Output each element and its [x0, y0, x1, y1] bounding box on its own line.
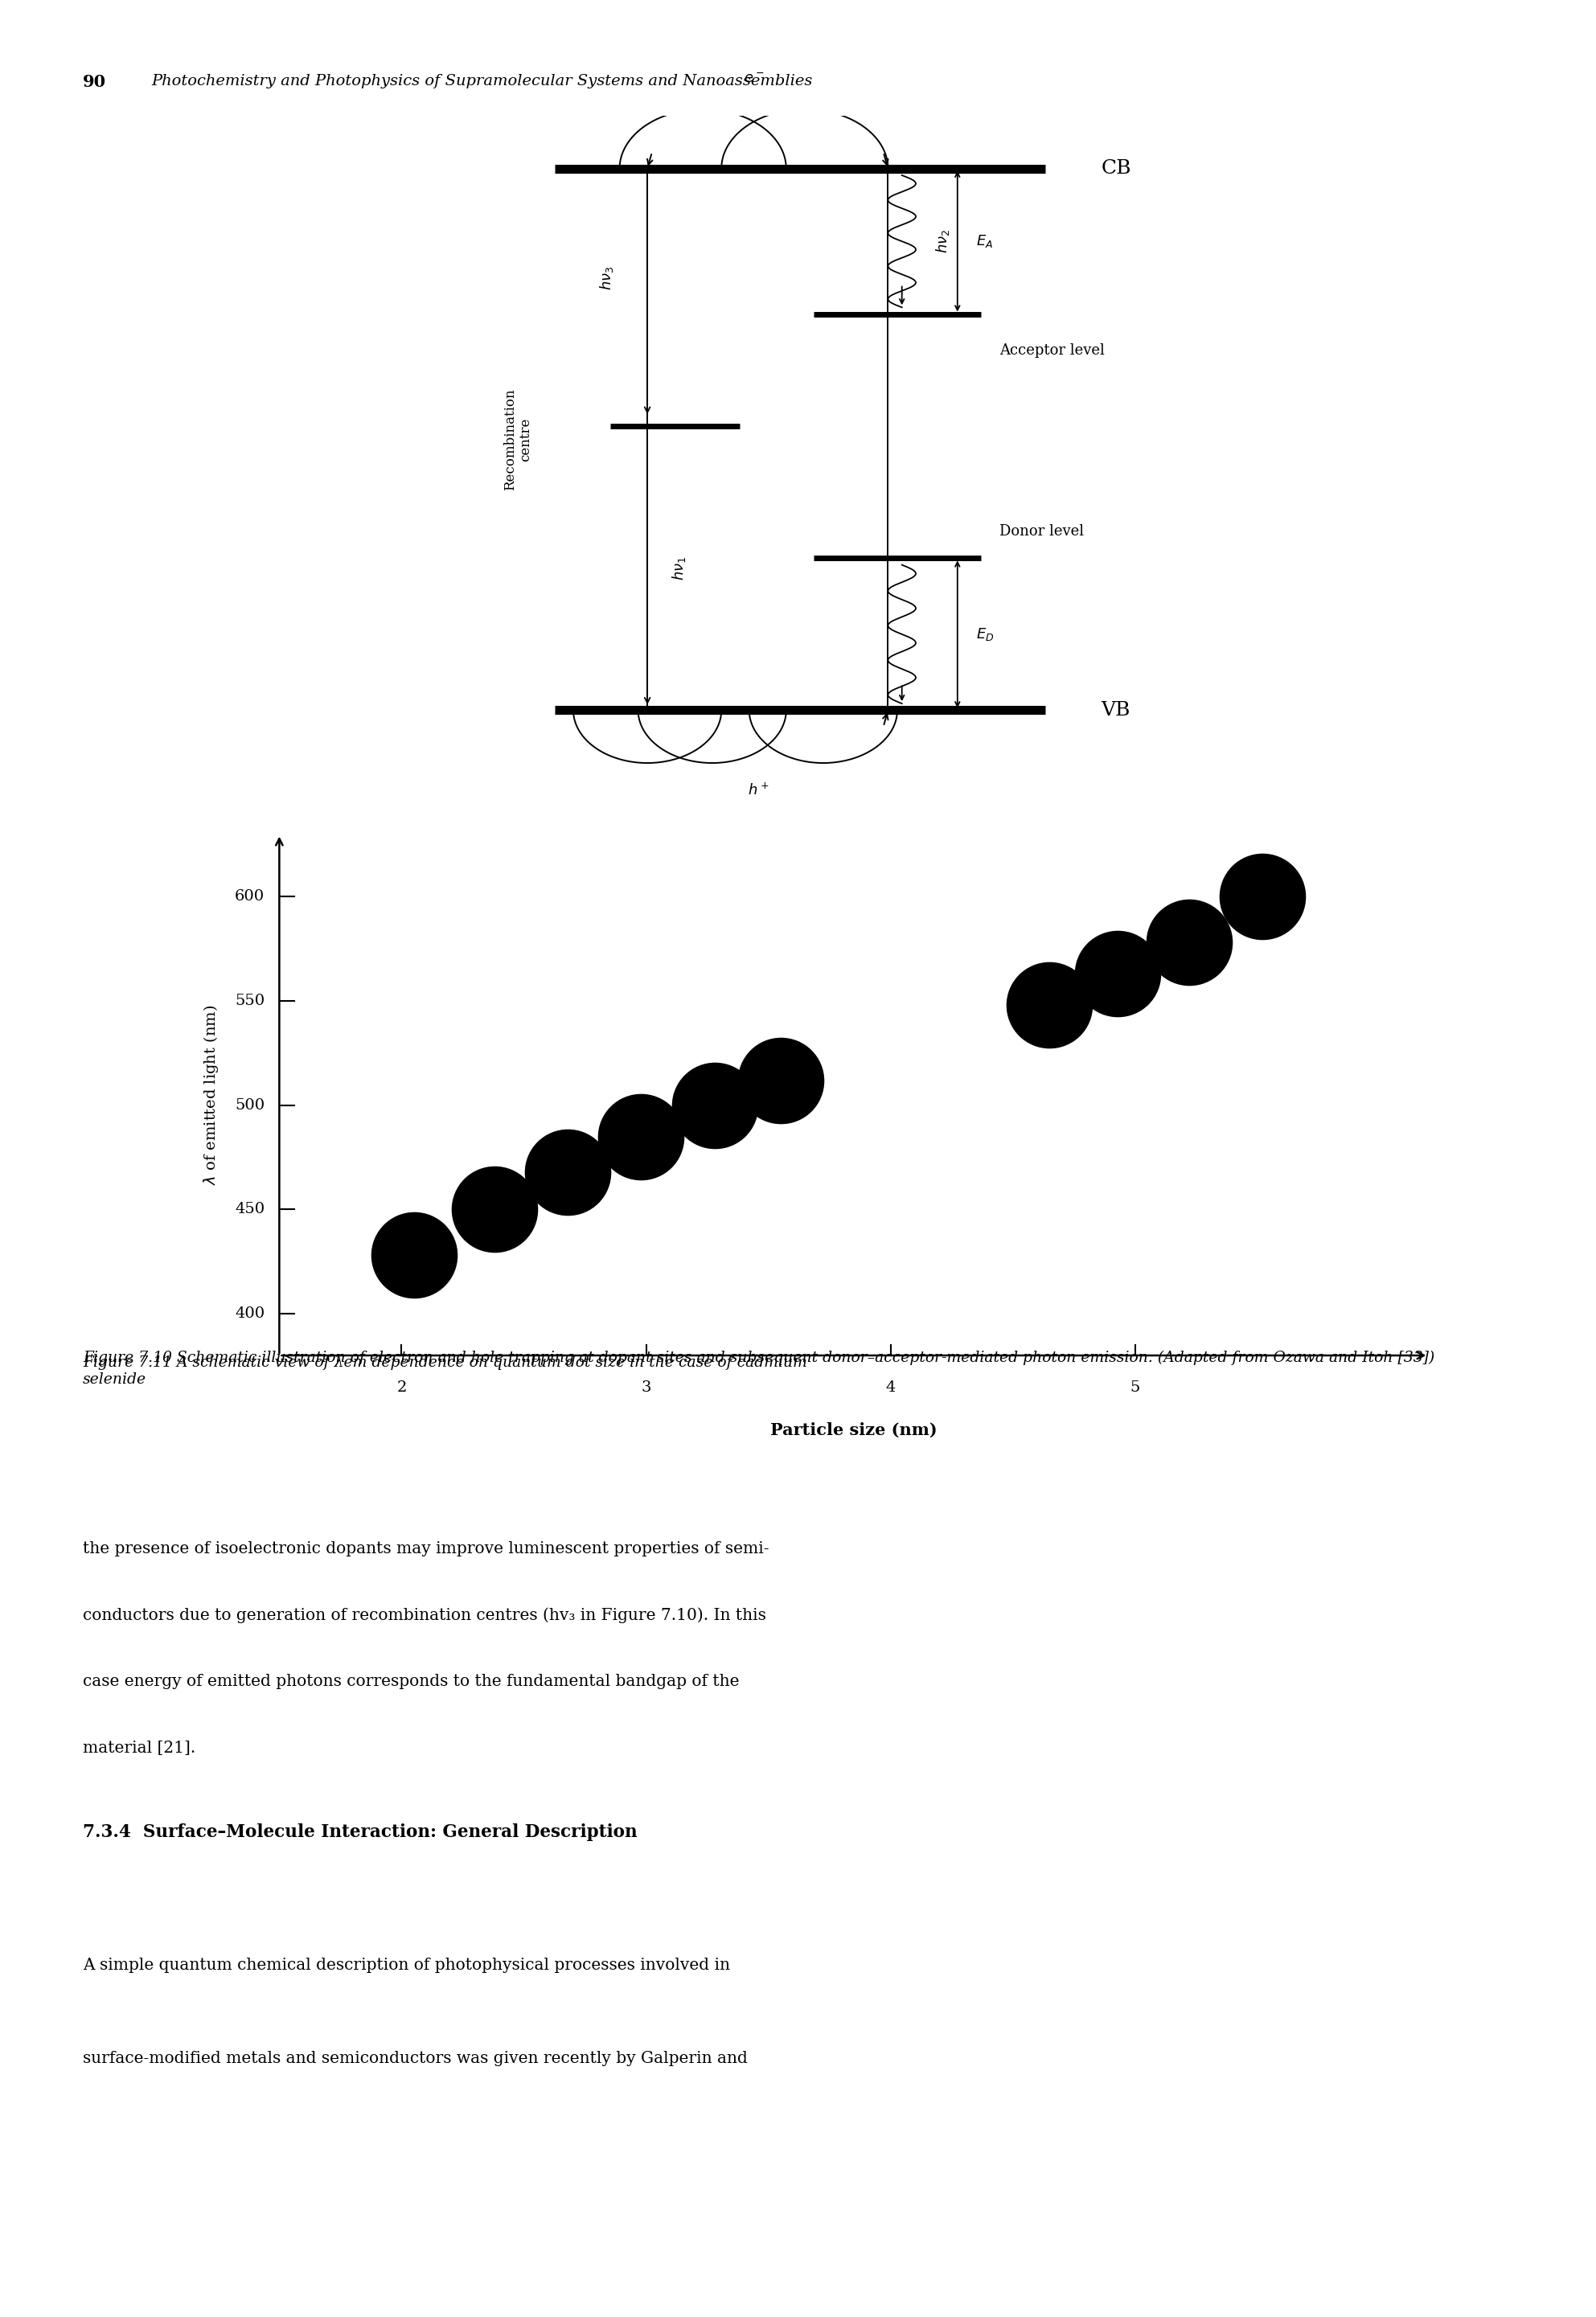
Text: 450: 450 [235, 1203, 265, 1216]
Text: case energy of emitted photons corresponds to the fundamental bandgap of the: case energy of emitted photons correspon… [83, 1673, 739, 1689]
Text: $E_D$: $E_D$ [975, 626, 994, 642]
Point [401, 1237, 426, 1274]
Text: 3: 3 [642, 1381, 651, 1395]
Text: VB: VB [1101, 702, 1130, 718]
Text: Figure 7.11 A schematic view of λem dependence on quantum dot size in the case o: Figure 7.11 A schematic view of λem depe… [83, 1355, 808, 1386]
Point [1176, 924, 1202, 962]
Point [1104, 955, 1130, 992]
Text: conductors due to generation of recombination centres (hv₃ in Figure 7.10). In t: conductors due to generation of recombin… [83, 1608, 766, 1624]
Text: $e^-$: $e^-$ [744, 72, 764, 86]
Text: Recombination
centre: Recombination centre [503, 389, 533, 491]
Text: surface-modified metals and semiconductors was given recently by Galperin and: surface-modified metals and semiconducto… [83, 2051, 749, 2067]
Text: 400: 400 [235, 1307, 265, 1321]
Text: Donor level: Donor level [999, 524, 1084, 538]
Text: Photochemistry and Photophysics of Supramolecular Systems and Nanoassemblies: Photochemistry and Photophysics of Supra… [152, 74, 812, 88]
Text: the presence of isoelectronic dopants may improve luminescent properties of semi: the presence of isoelectronic dopants ma… [83, 1541, 769, 1557]
Text: 500: 500 [235, 1098, 265, 1112]
Point [702, 1087, 728, 1124]
Text: 7.3.4  Surface–Molecule Interaction: General Description: 7.3.4 Surface–Molecule Interaction: Gene… [83, 1823, 637, 1842]
Text: $h\nu_2$: $h\nu_2$ [934, 229, 951, 253]
Point [629, 1119, 654, 1156]
Text: $E_A$: $E_A$ [975, 234, 993, 250]
Text: $\lambda$ of emitted light (nm): $\lambda$ of emitted light (nm) [201, 1006, 220, 1184]
Text: $h\nu_3$: $h\nu_3$ [598, 266, 614, 290]
Text: 550: 550 [235, 994, 265, 1008]
Text: Particle size (nm): Particle size (nm) [771, 1423, 937, 1439]
Text: Figure 7.10 Schematic illustration of electron and hole trapping at dopant sites: Figure 7.10 Schematic illustration of el… [83, 1351, 1435, 1365]
Text: Acceptor level: Acceptor level [999, 343, 1104, 359]
Point [768, 1061, 793, 1098]
Text: 2: 2 [396, 1381, 407, 1395]
Text: 4: 4 [886, 1381, 895, 1395]
Point [555, 1154, 581, 1191]
Text: CB: CB [1101, 160, 1132, 178]
Point [482, 1191, 508, 1228]
Text: 90: 90 [83, 74, 107, 90]
Text: A simple quantum chemical description of photophysical processes involved in: A simple quantum chemical description of… [83, 1958, 731, 1974]
Point [1250, 878, 1275, 915]
Text: $h^+$: $h^+$ [749, 783, 769, 799]
Text: material [21].: material [21]. [83, 1740, 196, 1756]
Point [1037, 987, 1063, 1024]
Text: 600: 600 [235, 890, 265, 904]
Text: 5: 5 [1130, 1381, 1140, 1395]
Text: $h\nu_1$: $h\nu_1$ [670, 556, 688, 579]
